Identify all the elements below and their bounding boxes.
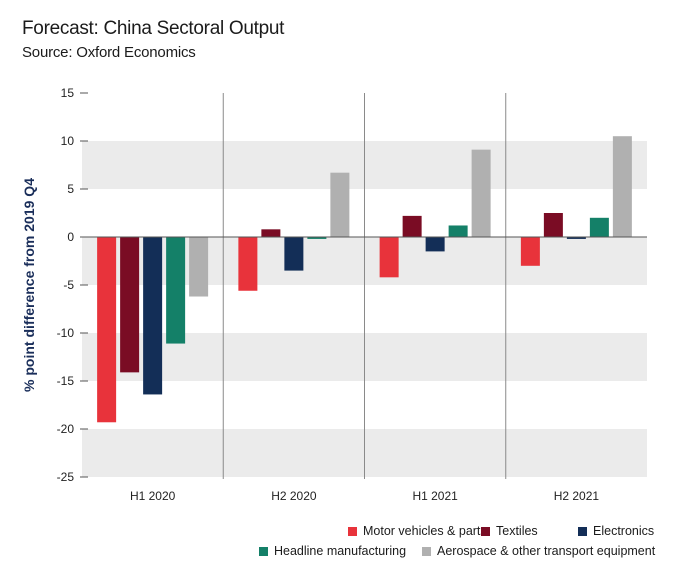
bar bbox=[143, 237, 163, 395]
bar bbox=[97, 237, 117, 423]
legend-label: Electronics bbox=[593, 524, 655, 538]
bar bbox=[284, 237, 304, 271]
legend-label: Aerospace & other transport equipment bbox=[437, 544, 656, 558]
y-tick-label: 0 bbox=[67, 230, 74, 244]
legend-label: Motor vehicles & parts bbox=[363, 524, 487, 538]
chart-title: Forecast: China Sectoral Output bbox=[22, 18, 285, 39]
legend-swatch bbox=[259, 546, 268, 556]
y-tick-label: -25 bbox=[57, 470, 75, 484]
bar bbox=[612, 136, 632, 237]
y-tick-label: -20 bbox=[57, 422, 75, 436]
legend-item: Electronics bbox=[578, 524, 654, 538]
legend-swatch bbox=[481, 526, 490, 536]
y-tick-label: -10 bbox=[57, 326, 75, 340]
legend-item: Textiles bbox=[481, 524, 538, 538]
bar bbox=[520, 237, 540, 266]
y-axis-label: % point difference from 2019 Q4 bbox=[21, 178, 37, 392]
bar bbox=[330, 172, 350, 237]
bar bbox=[238, 237, 258, 291]
bar bbox=[189, 237, 209, 297]
bar bbox=[566, 237, 586, 239]
y-tick-label: -5 bbox=[63, 278, 74, 292]
bar bbox=[589, 217, 609, 237]
x-tick-label: H2 2020 bbox=[271, 489, 317, 503]
legend-label: Textiles bbox=[496, 524, 538, 538]
bar bbox=[448, 225, 468, 237]
bar bbox=[471, 149, 491, 237]
y-tick-label: 5 bbox=[67, 182, 74, 196]
bar bbox=[379, 237, 399, 278]
legend-item: Aerospace & other transport equipment bbox=[422, 544, 655, 558]
bar bbox=[166, 237, 186, 344]
bar bbox=[120, 237, 140, 373]
x-tick-label: H1 2021 bbox=[412, 489, 458, 503]
bar bbox=[425, 237, 445, 252]
bar bbox=[402, 215, 422, 237]
legend-swatch bbox=[422, 546, 431, 556]
legend-item: Headline manufacturing bbox=[259, 544, 406, 558]
chart-subtitle: Source: Oxford Economics bbox=[22, 44, 196, 61]
bar bbox=[261, 229, 281, 237]
y-tick-label: 10 bbox=[61, 134, 75, 148]
legend-swatch bbox=[348, 526, 357, 536]
x-tick-label: H1 2020 bbox=[130, 489, 176, 503]
legend-label: Headline manufacturing bbox=[274, 544, 407, 558]
legend-swatch bbox=[578, 526, 587, 536]
x-tick-label: H2 2021 bbox=[554, 489, 600, 503]
bar bbox=[543, 213, 563, 237]
y-tick-label: -15 bbox=[57, 374, 75, 388]
y-tick-label: 15 bbox=[61, 86, 75, 100]
bar bbox=[307, 237, 327, 239]
legend-item: Motor vehicles & parts bbox=[348, 524, 487, 538]
